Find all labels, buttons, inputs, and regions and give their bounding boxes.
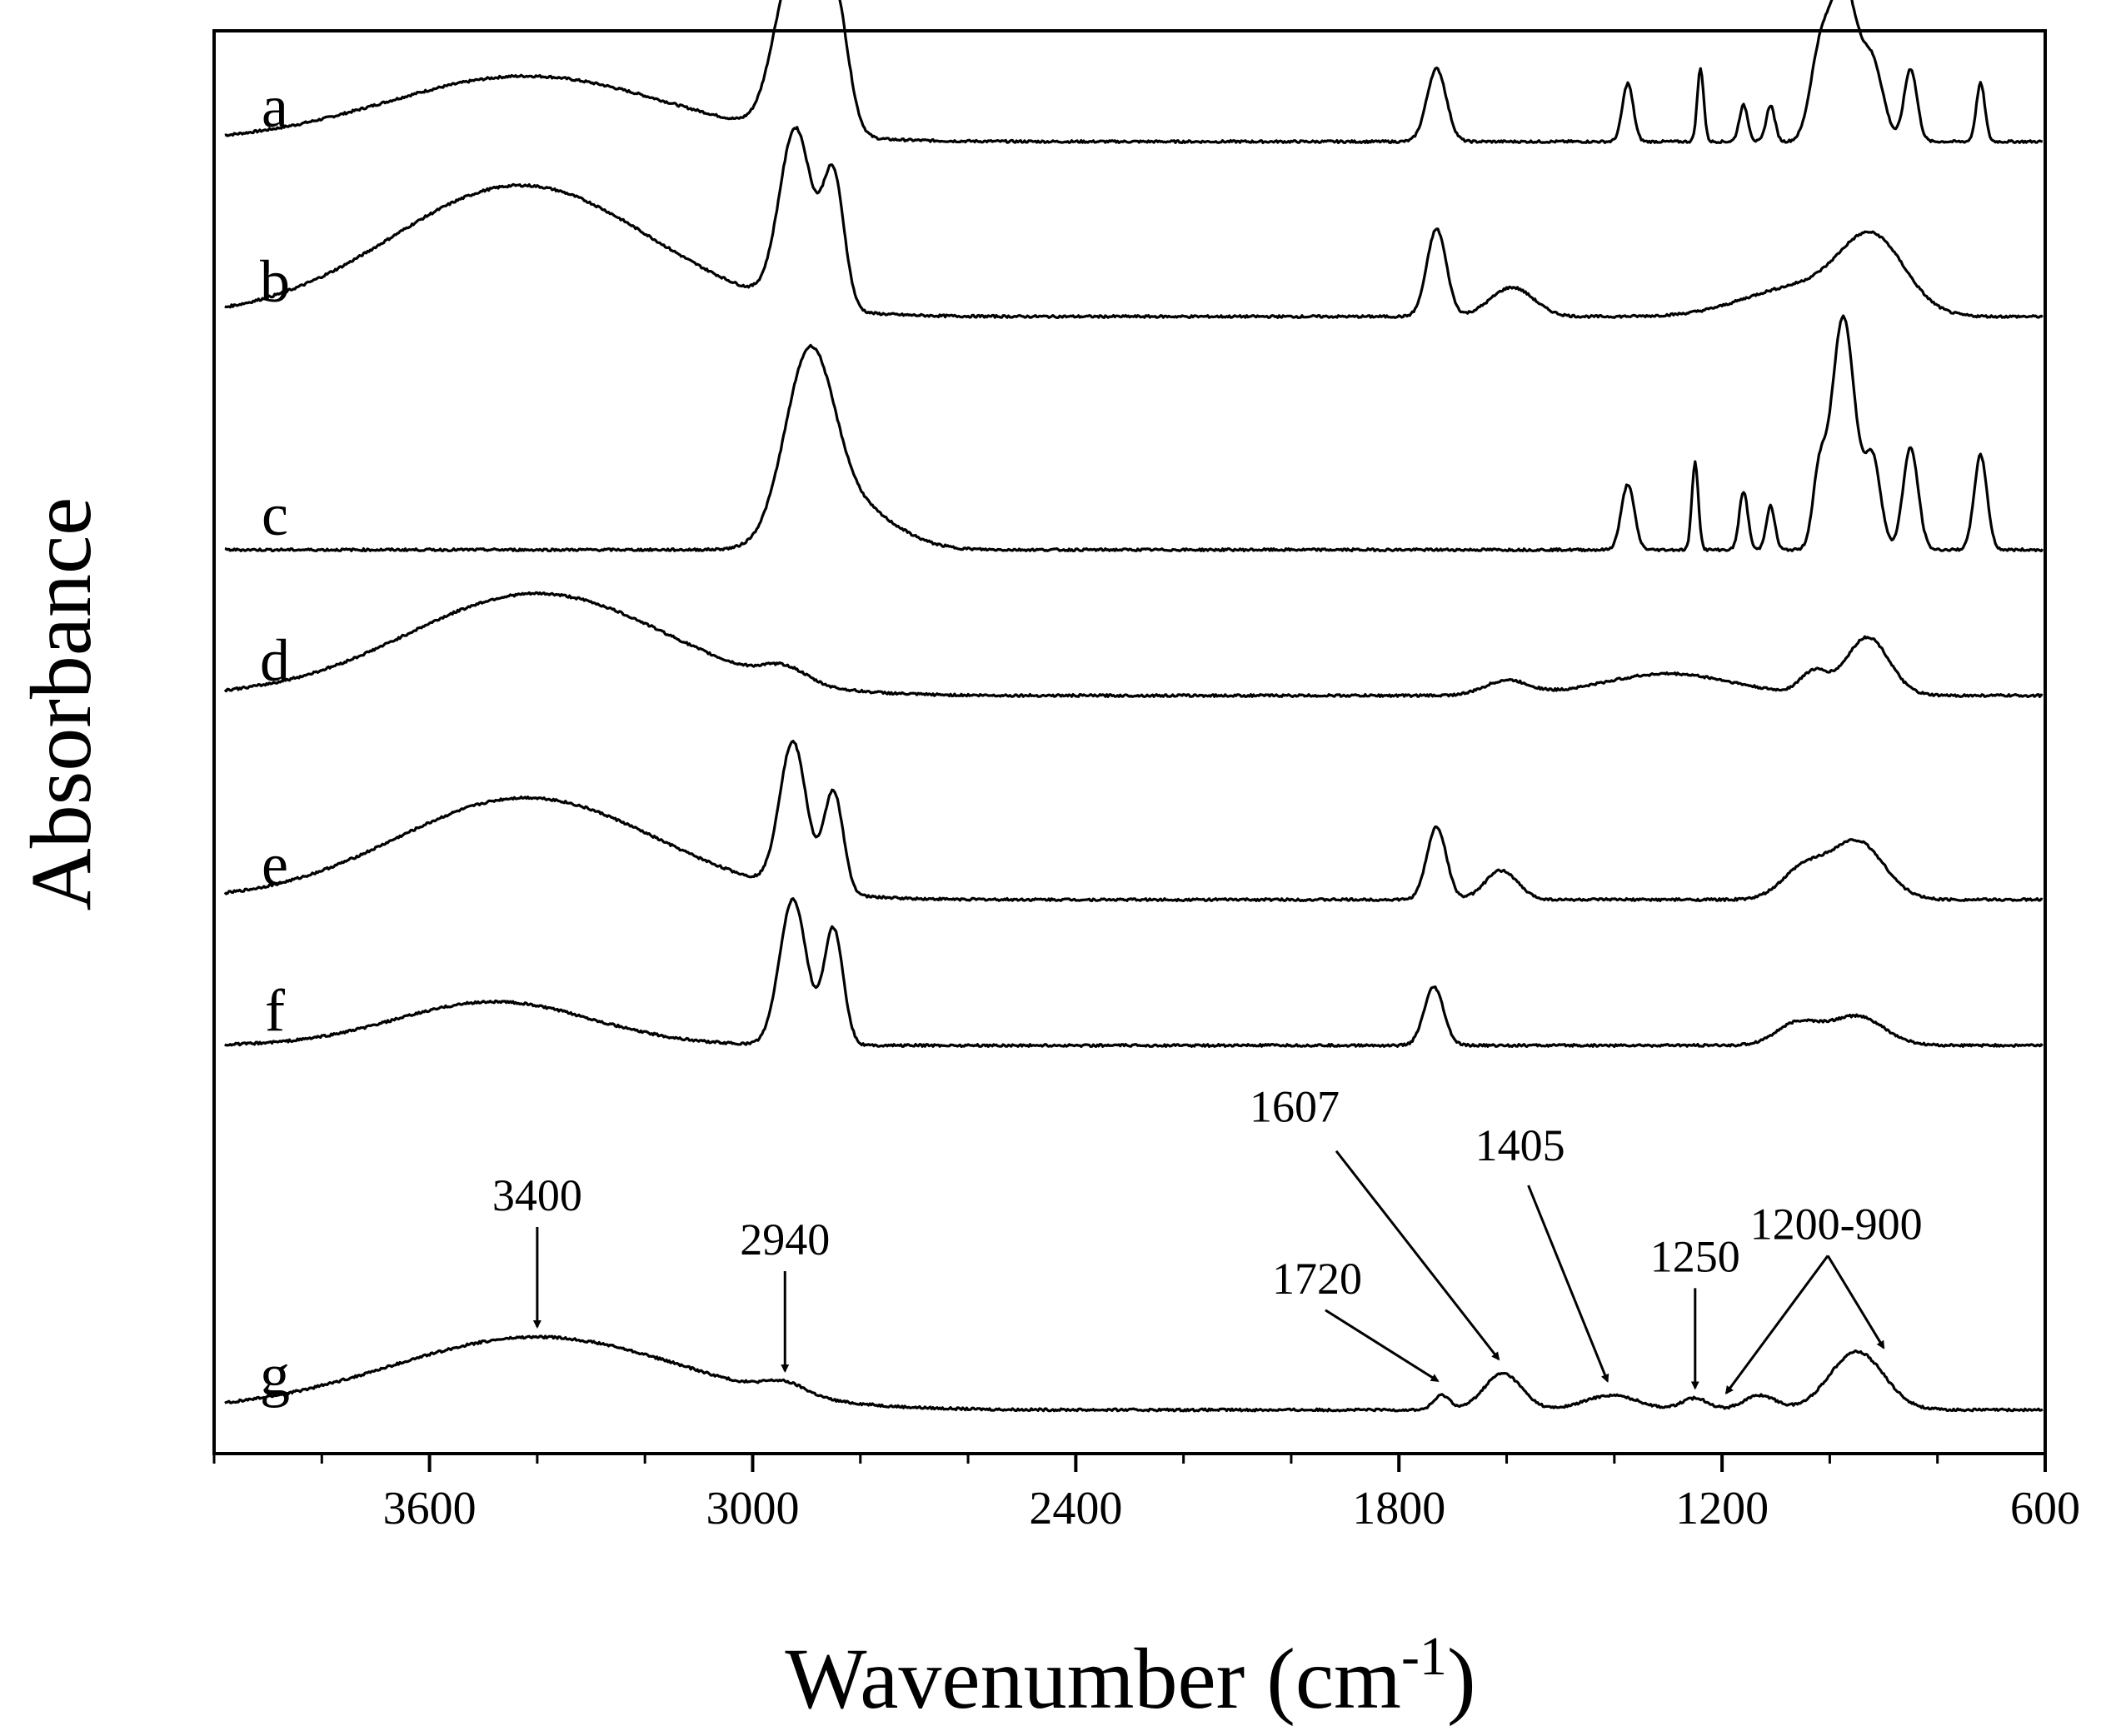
annotation-1720-arrow [1325, 1309, 1440, 1383]
x-axis-title: Wavenumber (cm-1) [785, 1626, 1475, 1727]
trace-label-a: a [262, 73, 288, 140]
annotation-1405-arrow [1527, 1185, 1609, 1383]
spectrum-g [224, 1334, 2044, 1413]
annotation-1607-arrow [1335, 1150, 1500, 1361]
plot-frame [212, 29, 2047, 1455]
x-tick-label: 600 [2010, 1483, 2080, 1534]
trace-label-e: e [262, 831, 288, 898]
annotation-1200-900-arrow-1 [1724, 1255, 1829, 1395]
x-axis-tick-labels: 3600 3000 2400 1800 1200 600 [383, 1483, 2080, 1534]
x-tick-label: 1800 [1352, 1483, 1445, 1534]
trace-label-b: b [260, 248, 290, 315]
annotation-1405-label: 1405 [1475, 1120, 1565, 1170]
x-tick-label: 2400 [1029, 1483, 1122, 1534]
spectrum-f [223, 897, 2044, 1048]
y-axis-title: Absorbance [13, 497, 109, 911]
x-axis-title-main: Wavenumber (cm [785, 1631, 1401, 1727]
annotation-1607-label: 1607 [1250, 1082, 1340, 1132]
trace-labels: a b c d e f g [260, 73, 290, 1409]
x-tick-label: 3600 [383, 1483, 477, 1534]
spectrum-d [223, 591, 2044, 698]
x-axis-title-close: ) [1447, 1631, 1476, 1727]
spectrum-c [224, 314, 2044, 552]
x-tick-label: 3000 [706, 1483, 799, 1534]
annotation-1200-900-arrow-2 [1826, 1255, 1885, 1349]
annotation-2940-label: 2940 [740, 1215, 830, 1265]
spectrum-b [224, 126, 2044, 319]
spectrum-a [224, 0, 2044, 144]
annotation-3400-label: 3400 [492, 1170, 582, 1220]
trace-label-d: d [260, 627, 290, 694]
annotation-1200-900-label: 1200-900 [1750, 1199, 1923, 1249]
x-axis-ticks [212, 1454, 2047, 1472]
x-tick-label: 1200 [1675, 1483, 1769, 1534]
trace-label-g: g [260, 1342, 290, 1409]
annotation-1250-label: 1250 [1650, 1231, 1740, 1281]
trace-label-c: c [262, 481, 288, 548]
trace-label-f: f [265, 977, 285, 1044]
spectrum-e [223, 740, 2044, 902]
spectra-traces [223, 0, 2044, 1413]
x-axis-title-superscript: -1 [1401, 1626, 1447, 1687]
annotation-1720-label: 1720 [1272, 1254, 1362, 1304]
